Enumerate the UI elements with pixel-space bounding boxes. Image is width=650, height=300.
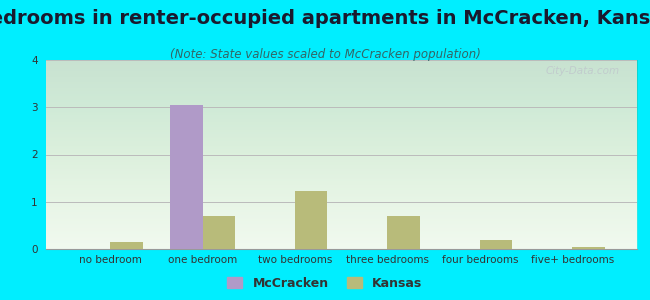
Bar <box>387 216 420 249</box>
Legend: McCracken, Kansas: McCracken, Kansas <box>224 273 426 294</box>
Bar <box>203 216 235 249</box>
Bar <box>480 241 512 249</box>
Text: (Note: State values scaled to McCracken population): (Note: State values scaled to McCracken … <box>170 48 480 61</box>
Bar <box>295 191 328 249</box>
Bar <box>170 105 203 249</box>
Text: Bedrooms in renter-occupied apartments in McCracken, Kansas: Bedrooms in renter-occupied apartments i… <box>0 9 650 28</box>
Bar <box>111 242 142 249</box>
Bar <box>572 247 604 249</box>
Text: City-Data.com: City-Data.com <box>545 66 619 76</box>
